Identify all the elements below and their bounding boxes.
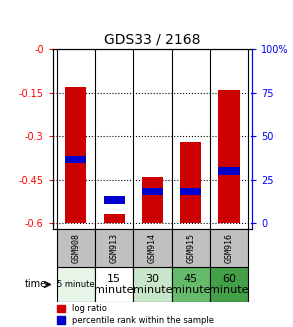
FancyBboxPatch shape <box>210 229 248 267</box>
Text: GSM916: GSM916 <box>224 233 234 263</box>
Text: 5 minute: 5 minute <box>57 280 95 289</box>
Bar <box>219 167 240 175</box>
FancyBboxPatch shape <box>95 267 133 302</box>
Text: 60
minute: 60 minute <box>209 274 249 295</box>
Bar <box>65 87 86 223</box>
Text: 30
minute: 30 minute <box>133 274 172 295</box>
Bar <box>103 196 125 203</box>
Bar <box>180 142 201 223</box>
Bar <box>142 177 163 223</box>
Bar <box>65 156 86 163</box>
Legend: log ratio, percentile rank within the sample: log ratio, percentile rank within the sa… <box>57 304 214 325</box>
Text: GSM908: GSM908 <box>71 233 80 263</box>
FancyBboxPatch shape <box>171 267 210 302</box>
FancyBboxPatch shape <box>133 267 171 302</box>
Title: GDS33 / 2168: GDS33 / 2168 <box>104 32 201 46</box>
FancyBboxPatch shape <box>171 229 210 267</box>
Text: GSM915: GSM915 <box>186 233 195 263</box>
FancyBboxPatch shape <box>133 229 171 267</box>
Bar <box>180 188 201 195</box>
Bar <box>219 90 240 223</box>
Text: GSM914: GSM914 <box>148 233 157 263</box>
Bar <box>103 215 125 223</box>
FancyBboxPatch shape <box>210 267 248 302</box>
FancyBboxPatch shape <box>95 229 133 267</box>
Text: time: time <box>25 280 47 289</box>
Text: GSM913: GSM913 <box>110 233 119 263</box>
FancyBboxPatch shape <box>57 229 95 267</box>
Text: 15
minute: 15 minute <box>94 274 134 295</box>
FancyBboxPatch shape <box>57 267 95 302</box>
Bar <box>142 188 163 195</box>
Text: 45
minute: 45 minute <box>171 274 210 295</box>
